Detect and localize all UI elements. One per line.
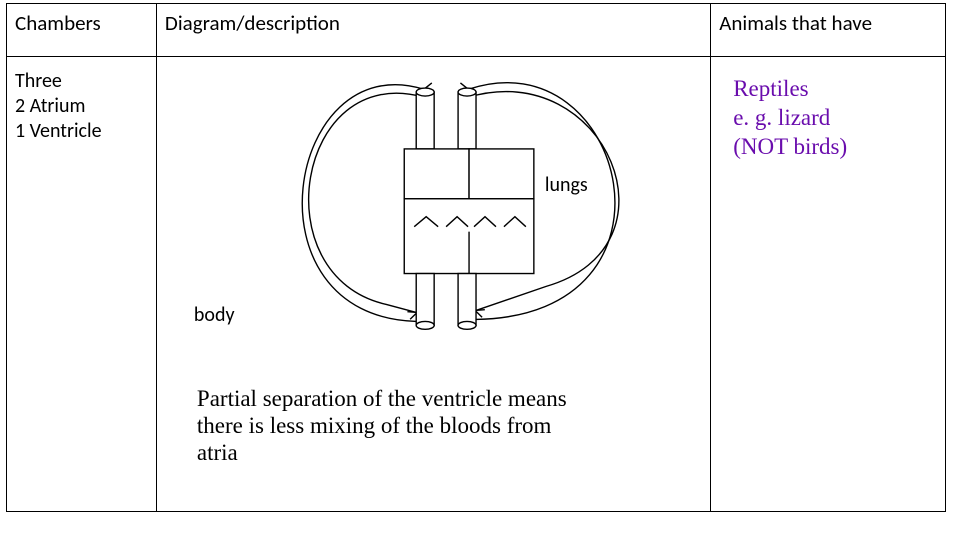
diagram-caption: Partial separation of the ventricle mean… <box>197 385 597 466</box>
chambers-line2: 2 Atrium <box>15 94 148 119</box>
animals-cell: Reptiles e. g. lizard (NOT birds) <box>711 57 946 512</box>
chambers-cell: Three 2 Atrium 1 Ventricle <box>7 57 157 512</box>
animals-text: Reptiles e. g. lizard (NOT birds) <box>733 75 935 161</box>
header-animals: Animals that have <box>711 4 946 57</box>
chambers-line3: 1 Ventricle <box>15 119 148 144</box>
header-diagram: Diagram/description <box>156 4 710 57</box>
animals-line2: e. g. lizard <box>733 104 935 133</box>
table-header-row: Chambers Diagram/description Animals tha… <box>7 4 946 57</box>
diagram-cell: lungs body Partial separation of the ven… <box>156 57 710 512</box>
table-row: Three 2 Atrium 1 Ventricle lungs body Pa… <box>7 57 946 512</box>
animals-line3: (NOT birds) <box>733 133 935 162</box>
body-label: body <box>194 303 235 327</box>
header-chambers: Chambers <box>7 4 157 57</box>
animals-line1: Reptiles <box>733 75 935 104</box>
lungs-label: lungs <box>545 173 588 197</box>
heart-chambers-table: Chambers Diagram/description Animals tha… <box>6 3 946 512</box>
chambers-line1: Three <box>15 69 148 94</box>
